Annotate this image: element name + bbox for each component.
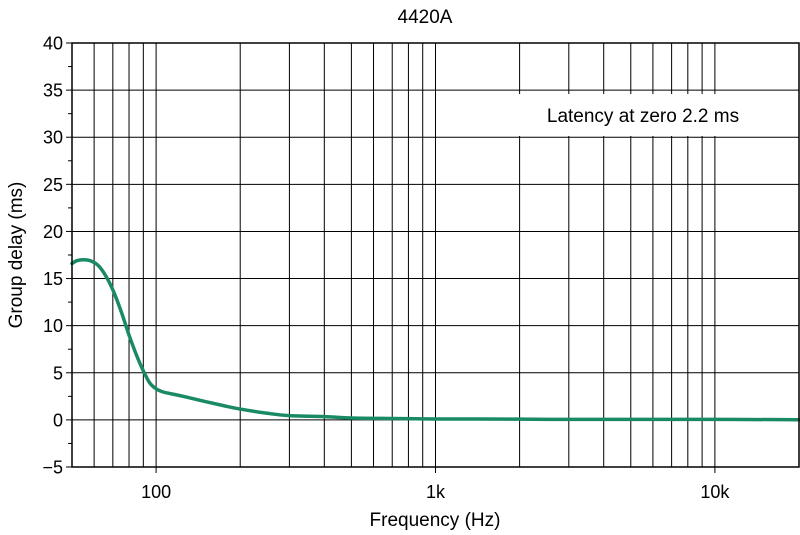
annotation-text: Latency at zero 2.2 ms [547, 106, 739, 127]
y-tick-label: 15 [43, 269, 63, 289]
y-tick-label: 40 [43, 34, 63, 54]
axis-ticks: 40 35 30 25 20 15 10 5 0 −5 100 1k 10k [42, 34, 730, 503]
y-tick-label: 5 [53, 363, 63, 383]
y-tick-label: 10 [43, 316, 63, 336]
chart-title: 4420A [398, 7, 453, 28]
annotation-box [517, 94, 769, 136]
y-axis-label: Group delay (ms) [6, 182, 27, 329]
x-tick-label: 100 [141, 482, 171, 502]
series-layer [70, 257, 800, 422]
plot-frame [71, 42, 800, 468]
x-tick-label: 10k [700, 482, 730, 502]
y-tick-label: 35 [43, 81, 63, 101]
x-axis-label: Frequency (Hz) [370, 510, 501, 531]
y-tick-label: −5 [42, 458, 63, 478]
y-tick-label: 30 [43, 128, 63, 148]
x-tick-label: 1k [426, 482, 446, 502]
y-tick-label: 0 [53, 410, 63, 430]
y-tick-label: 20 [43, 222, 63, 242]
series-line [70, 257, 800, 422]
y-tick-label: 25 [43, 175, 63, 195]
